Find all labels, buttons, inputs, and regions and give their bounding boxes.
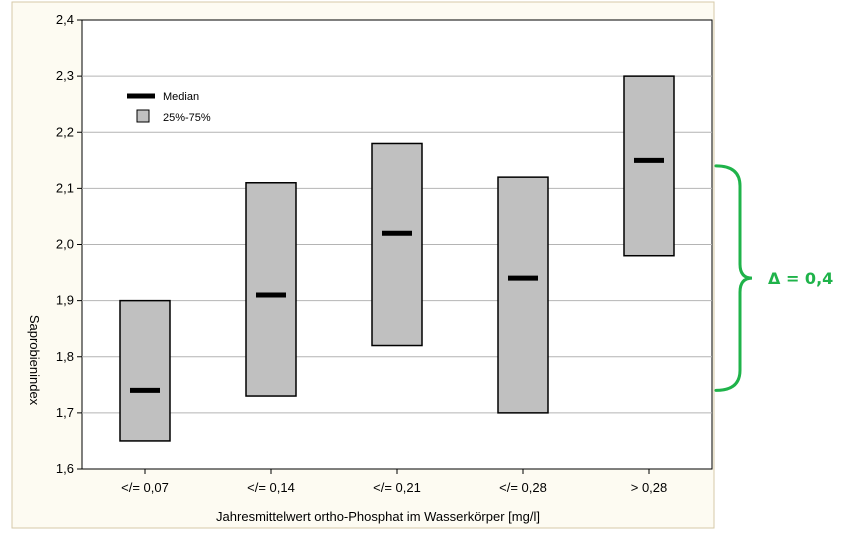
box-iqr (371, 142, 423, 347)
curly-brace (714, 164, 753, 392)
y-axis-label: Saprobienindex (27, 315, 42, 406)
y-tick-label: 2,2 (56, 124, 74, 139)
y-axis-ticks: 1,6 1,7 1,8 1,9 2,0 2,1 2,2 2,3 2,4 (56, 12, 82, 476)
x-axis-ticks: </= 0,07 </= 0,14 </= 0,21 </= 0,28 > 0,28 (121, 469, 667, 495)
x-tick-label: </= 0,07 (121, 480, 169, 495)
y-tick-label: 2,0 (56, 237, 74, 252)
box-iqr (119, 299, 171, 442)
legend-median-label: Median (163, 91, 199, 103)
x-tick-label: </= 0,28 (499, 480, 547, 495)
y-tick-label: 1,7 (56, 405, 74, 420)
legend-box-swatch (136, 109, 150, 123)
box-iqr (623, 75, 675, 257)
x-axis-label: Jahresmittelwert ortho-Phosphat im Wasse… (216, 509, 540, 524)
legend: Median 25%-75% (127, 91, 211, 124)
y-tick-label: 2,4 (56, 12, 74, 27)
box-iqr (245, 182, 297, 397)
y-tick-label: 2,3 (56, 68, 74, 83)
x-tick-label: </= 0,14 (247, 480, 295, 495)
boxes (119, 75, 675, 442)
x-tick-label: </= 0,21 (373, 480, 421, 495)
y-tick-label: 1,6 (56, 461, 74, 476)
box-iqr (497, 176, 549, 414)
y-tick-label: 1,8 (56, 349, 74, 364)
delta-label: Δ = 0,4 (768, 269, 833, 288)
y-tick-label: 2,1 (56, 180, 74, 195)
legend-box-label: 25%-75% (163, 112, 211, 124)
x-tick-label: > 0,28 (631, 480, 668, 495)
y-tick-label: 1,9 (56, 293, 74, 308)
delta-annotation: Δ = 0,4 (714, 164, 833, 392)
